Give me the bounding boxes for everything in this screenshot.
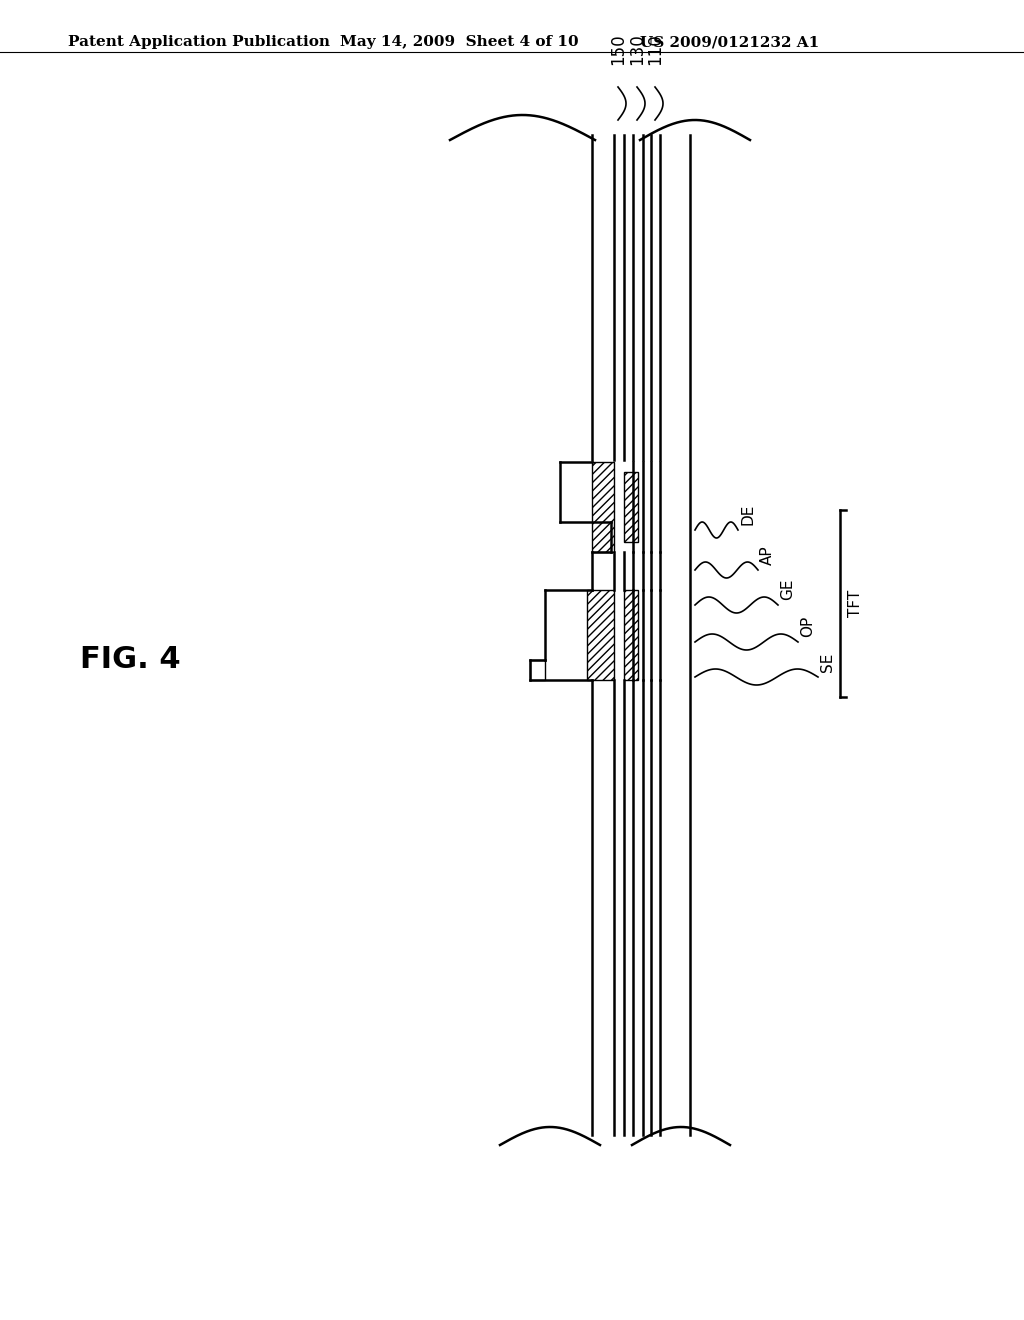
Text: US 2009/0121232 A1: US 2009/0121232 A1 [640,36,819,49]
Text: 130: 130 [628,33,646,65]
Bar [624,473,638,543]
Bar [592,462,614,552]
Text: GE: GE [780,578,795,601]
Text: AP: AP [760,545,775,565]
Text: DE: DE [740,504,755,525]
Text: SE: SE [820,652,835,672]
Text: May 14, 2009  Sheet 4 of 10: May 14, 2009 Sheet 4 of 10 [340,36,579,49]
Text: FIG. 4: FIG. 4 [80,645,180,675]
Text: TFT: TFT [848,590,863,618]
Text: Patent Application Publication: Patent Application Publication [68,36,330,49]
Bar [587,590,614,680]
Text: 150: 150 [609,33,627,65]
Bar [624,590,638,680]
Text: 110: 110 [646,33,664,65]
Text: OP: OP [800,615,815,638]
Bar [530,660,545,680]
